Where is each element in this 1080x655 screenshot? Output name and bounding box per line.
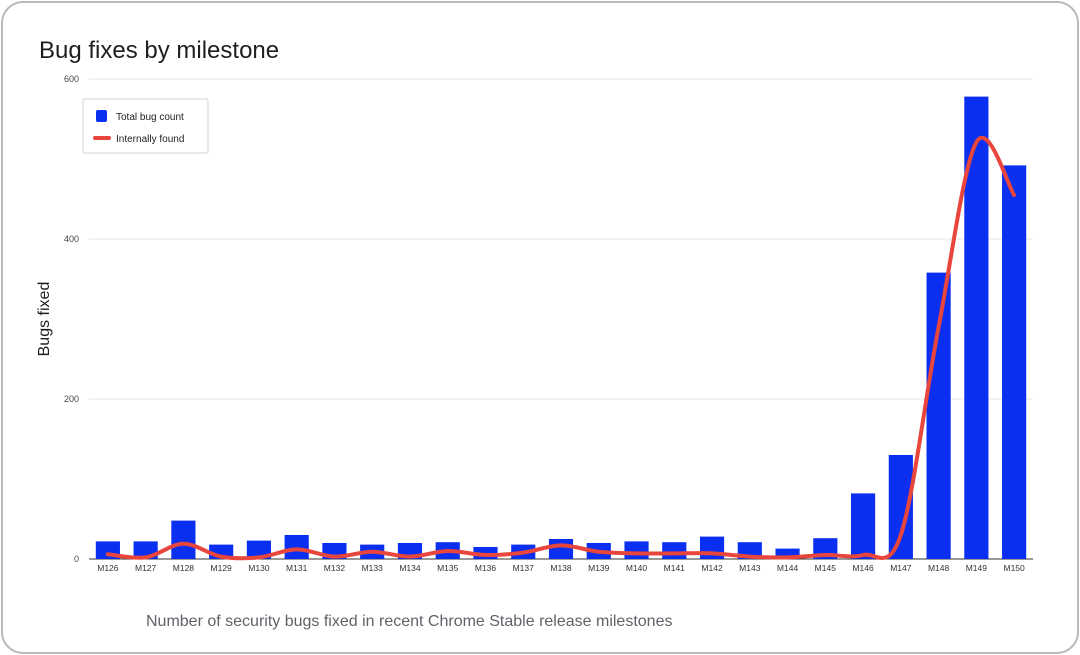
chart-title: Bug fixes by milestone: [39, 37, 280, 64]
bar-m140: [624, 541, 649, 559]
x-tick-label: M146: [852, 563, 874, 573]
y-tick-label: 400: [64, 234, 79, 244]
x-tick-label: M131: [286, 563, 308, 573]
x-tick-label: M143: [739, 563, 761, 573]
bar-m146: [850, 493, 876, 559]
x-tick-label: M142: [701, 563, 723, 573]
y-tick-label: 0: [74, 554, 79, 564]
bar-m141: [662, 542, 687, 559]
x-tick-label: M149: [966, 563, 988, 573]
bar-m150: [1002, 165, 1027, 559]
bar-m128: [171, 520, 196, 559]
x-tick-label: M147: [890, 563, 912, 573]
x-tick-label: M145: [815, 563, 837, 573]
bar-m144: [775, 548, 800, 559]
x-tick-label: M129: [211, 563, 233, 573]
bar-line-chart: 0 200 400 600 Bugs fixed M126 M127 M128 M129 M130…: [36, 74, 1033, 573]
bar-m148: [926, 272, 951, 559]
x-tick-label: M132: [324, 563, 346, 573]
x-tick-label: M135: [437, 563, 459, 573]
x-tick-label: M126: [97, 563, 119, 573]
x-tick-label: M128: [173, 563, 195, 573]
x-tick-label: M136: [475, 563, 497, 573]
y-tick-label: 200: [64, 394, 79, 404]
x-tick-label: M150: [1003, 563, 1025, 573]
bar-m131: [284, 535, 309, 559]
y-axis-title: Bugs fixed: [36, 282, 53, 357]
legend-box: [82, 98, 209, 154]
legend-label-internal: Internally found: [116, 134, 184, 145]
x-tick-label: M139: [588, 563, 610, 573]
x-tick-label: M148: [928, 563, 950, 573]
x-tick-label: M130: [248, 563, 270, 573]
x-tick-label: M137: [513, 563, 535, 573]
x-tick-label: M141: [664, 563, 686, 573]
y-tick-label: 600: [64, 74, 79, 84]
x-tick-label: M140: [626, 563, 648, 573]
legend-label-total: Total bug count: [116, 112, 184, 123]
series-line-internally-found: [105, 136, 1017, 561]
x-tick-label: M138: [550, 563, 572, 573]
x-tick-label: M127: [135, 563, 157, 573]
x-tick-label: M133: [362, 563, 384, 573]
legend-swatch-total: [96, 110, 107, 122]
chart-caption: Number of security bugs fixed in recent …: [146, 613, 673, 630]
bar-m138: [548, 539, 574, 559]
x-tick-label: M144: [777, 563, 799, 573]
x-tick-label: M134: [399, 563, 421, 573]
